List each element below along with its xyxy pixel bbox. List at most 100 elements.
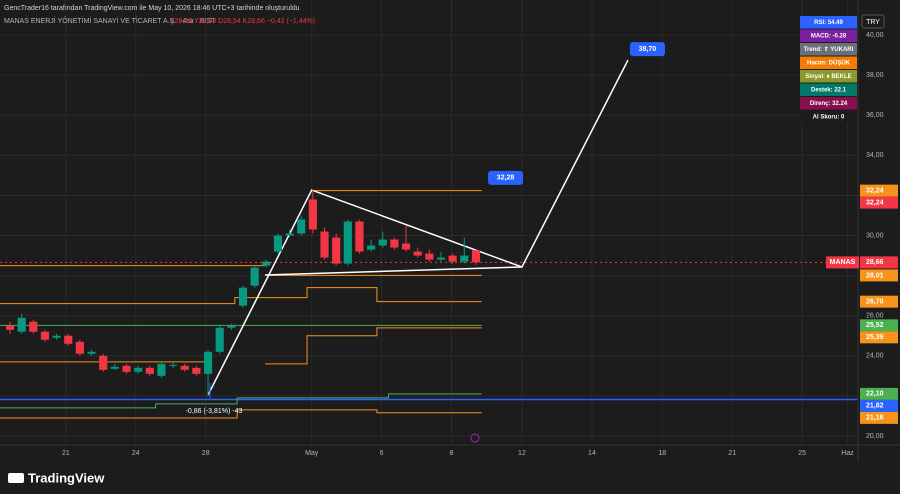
callout-label: 32,28 — [497, 175, 515, 182]
price-badge-label: 21,82 — [866, 403, 884, 410]
y-tick-label: 26,00 — [866, 313, 884, 320]
x-tick-label: 21 — [728, 450, 736, 457]
panel-text: MACD: -0.28 — [811, 34, 847, 40]
candle-body — [320, 231, 329, 258]
candle-body — [273, 235, 283, 252]
candle-body — [192, 367, 201, 374]
logo-icon — [8, 473, 24, 483]
y-tick-label: 30,00 — [866, 232, 884, 239]
candle-body — [471, 250, 481, 263]
drawing-line — [0, 409, 482, 419]
x-tick-label: 18 — [658, 450, 666, 457]
panel-text: Trend: ⇑ YUKARI — [804, 46, 854, 53]
y-tick-label: 36,00 — [866, 112, 884, 119]
y-tick-label: 20,00 — [866, 433, 884, 440]
candle-body — [332, 237, 341, 264]
candle-body — [425, 253, 434, 260]
y-tick-label: 38,00 — [866, 72, 884, 79]
price-badge-label: 26,70 — [866, 299, 884, 306]
price-badge — [860, 269, 898, 282]
drawing-line — [0, 287, 482, 305]
candle-body — [122, 365, 131, 372]
candle-body — [285, 233, 294, 236]
y-tick-label: 24,00 — [866, 353, 884, 360]
candle-body — [262, 261, 271, 266]
price-badge-label: 22,10 — [866, 391, 884, 398]
x-tick-label: Haz — [841, 450, 854, 457]
candle-body — [52, 335, 61, 338]
candle-body — [180, 365, 189, 370]
panel-row — [800, 110, 857, 123]
price-badge-label: 28,01 — [866, 272, 884, 279]
panel-text: Hacim: DÜŞÜK — [807, 60, 851, 67]
currency-box — [861, 14, 885, 29]
panel-row — [800, 16, 857, 29]
drawing-line — [265, 266, 522, 276]
candle-body — [99, 355, 108, 370]
drawing-line — [0, 393, 482, 409]
candle-body — [436, 257, 446, 260]
panel-row — [800, 43, 857, 56]
candle-body — [378, 239, 387, 246]
candle-body — [17, 317, 26, 332]
candle-body — [157, 363, 166, 376]
measure-label: -0,86 (-3,81%) -43 — [186, 408, 243, 415]
candle-body — [227, 325, 236, 328]
price-badge — [860, 295, 898, 308]
panel-row — [800, 56, 857, 69]
panel-row — [800, 83, 857, 96]
panel-row — [800, 29, 857, 42]
candle-body — [367, 245, 376, 250]
candle-body — [134, 367, 143, 372]
price-badge — [860, 331, 898, 344]
x-tick-label: 21 — [62, 450, 70, 457]
x-tick-label: 6 — [380, 450, 384, 457]
x-tick-label: 25 — [798, 450, 806, 457]
panel-text: Sinyal: ⏸ BEKLE — [805, 74, 851, 80]
panel-text: Direnç: 32.24 — [810, 101, 848, 107]
candle-body — [401, 243, 411, 250]
price-badge-label: 28,66 — [866, 259, 884, 266]
callout-box — [629, 42, 665, 57]
drawing-line — [265, 327, 482, 365]
x-tick-label: 14 — [588, 450, 596, 457]
y-tick-label: 34,00 — [866, 152, 884, 159]
candle-body — [64, 335, 73, 344]
price-badge — [860, 411, 898, 424]
candle-body — [413, 251, 422, 256]
candle-body — [87, 351, 96, 354]
x-tick-label: 24 — [132, 450, 140, 457]
candle-body — [448, 255, 457, 262]
price-badge-label: 32,24 — [866, 187, 884, 194]
price-badge — [860, 387, 898, 400]
x-tick-label: 8 — [450, 450, 454, 457]
candle-body — [203, 351, 213, 374]
price-badge-label: 21,16 — [866, 415, 884, 422]
symbol-badge-label: MANAS — [830, 259, 856, 266]
ohlc: A29,26 Y29,08 D28,54 K28,66 −0,42 (−1,44… — [170, 18, 315, 25]
callout-label: 38,70 — [639, 46, 657, 53]
y-tick-label: 40,00 — [866, 32, 884, 39]
candle-body — [110, 366, 119, 369]
candle-body — [145, 367, 154, 374]
candle-body — [75, 341, 84, 354]
price-badge-label: 32,24 — [866, 199, 884, 206]
candle-body — [169, 364, 178, 366]
candle-body — [355, 221, 364, 252]
x-tick-label: 12 — [518, 450, 526, 457]
candle-body — [250, 267, 259, 286]
x-tick-label: 28 — [202, 450, 210, 457]
panel-row — [800, 70, 857, 83]
candle-body — [40, 331, 50, 340]
price-badge — [860, 196, 898, 209]
candle-body — [238, 287, 248, 306]
candle-body — [5, 325, 15, 330]
price-badge-label: 25,39 — [866, 334, 884, 341]
candle-body — [390, 239, 399, 248]
candle-body — [215, 327, 224, 352]
price-badge — [860, 184, 898, 197]
event-icon[interactable] — [470, 433, 480, 443]
price-badge — [860, 399, 898, 412]
